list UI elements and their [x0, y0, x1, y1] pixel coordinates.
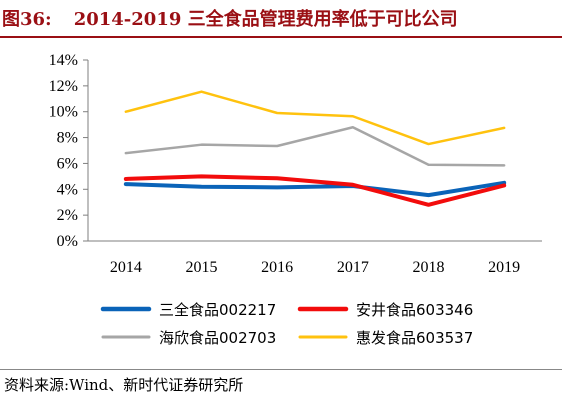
source-divider	[0, 369, 562, 370]
y-tick-label: 2%	[57, 207, 78, 224]
x-tick-label: 2017	[337, 259, 369, 276]
title-bar: 图36: 2014-2019 三全食品管理费用率低于可比公司	[0, 0, 562, 38]
x-tick-label: 2019	[488, 259, 520, 276]
series-line-1	[123, 174, 507, 207]
series-line-2	[124, 125, 506, 167]
y-tick-label: 12%	[49, 78, 78, 95]
legend: 三全食品002217 安井食品603346 海欣食品002703 惠发食品603537	[100, 301, 473, 347]
legend-label: 三全食品002217	[159, 301, 276, 319]
chart-title: 图36: 2014-2019 三全食品管理费用率低于可比公司	[2, 5, 458, 31]
legend-label: 惠发食品603537	[356, 329, 473, 347]
figure-number: 图36:	[2, 9, 52, 30]
y-tick-label: 8%	[57, 130, 78, 147]
x-tick-label: 2014	[110, 259, 142, 276]
line-chart: 0% 2% 4% 6% 8% 10% 12% 14% 2014 2015 2016 2017 2018 2…	[49, 52, 542, 347]
x-tick-label: 2016	[261, 259, 293, 276]
series-layer	[123, 90, 507, 207]
y-tick-label: 0%	[57, 233, 78, 250]
y-tick-label: 10%	[49, 104, 78, 121]
axes: 0% 2% 4% 6% 8% 10% 12% 14% 2014 2015 2016 2017 2018 2…	[49, 52, 542, 276]
y-tick-label: 6%	[57, 155, 78, 172]
legend-label: 海欣食品002703	[159, 329, 276, 347]
x-tick-label: 2015	[186, 259, 218, 276]
series-line-3	[124, 90, 506, 146]
y-tick-label: 14%	[49, 52, 78, 69]
series-line-0	[123, 180, 507, 198]
x-tick-label: 2018	[413, 259, 445, 276]
y-tick-label: 4%	[57, 181, 78, 198]
source-note: 资料来源:Wind、新时代证券研究所	[4, 376, 244, 394]
legend-label: 安井食品603346	[356, 301, 473, 319]
figure-title: 2014-2019 三全食品管理费用率低于可比公司	[73, 9, 458, 30]
